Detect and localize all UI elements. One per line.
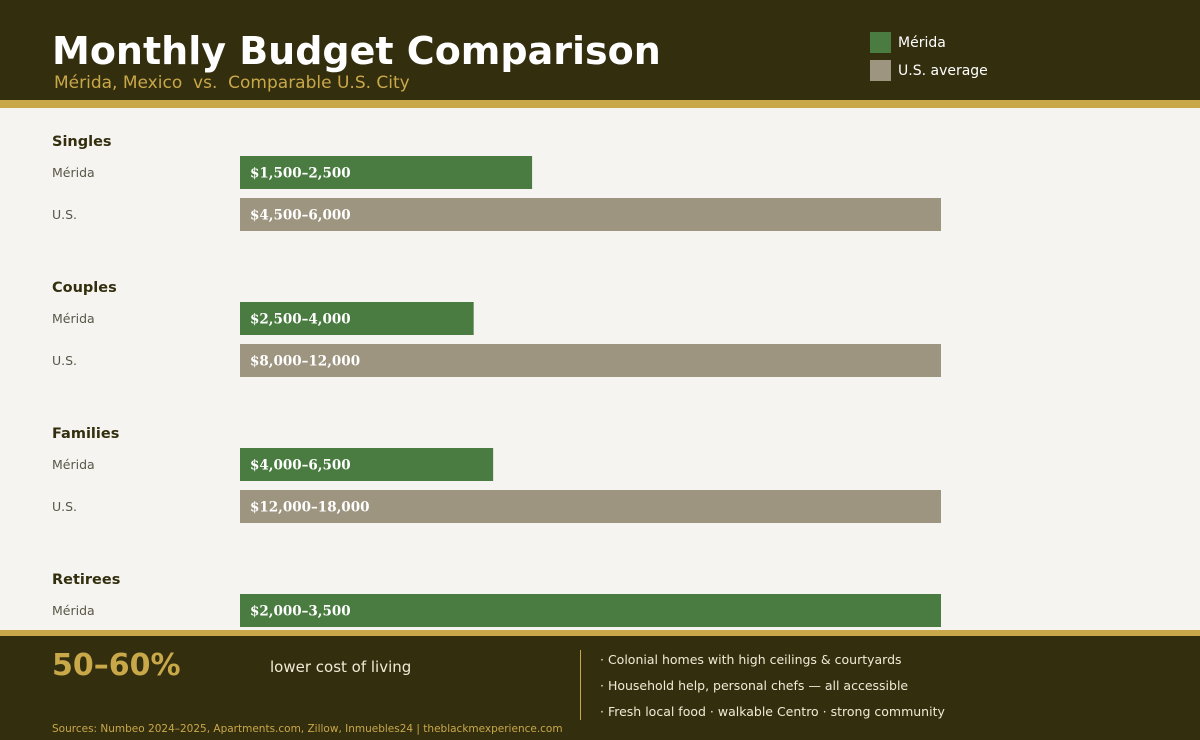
bar-value-label: $12,000–18,000 xyxy=(250,500,369,516)
row-label: Mérida xyxy=(52,457,95,472)
chart-title: Monthly Budget Comparison xyxy=(52,29,661,73)
bar xyxy=(240,594,941,627)
bar-value-label: $8,000–12,000 xyxy=(250,354,360,370)
row-label: Mérida xyxy=(52,165,95,180)
legend-label-us: U.S. average xyxy=(898,62,988,79)
bar xyxy=(240,198,941,231)
benefit-item: · Colonial homes with high ceilings & co… xyxy=(600,652,902,667)
group-label: Families xyxy=(52,426,119,442)
group-label: Couples xyxy=(52,280,117,296)
group-label: Retirees xyxy=(52,572,120,588)
bar-value-label: $2,500–4,000 xyxy=(250,312,351,328)
savings-stat-value: 50–60% xyxy=(52,648,181,683)
row-label: Mérida xyxy=(52,603,95,618)
bar xyxy=(240,302,474,335)
benefits-list: · Colonial homes with high ceilings & co… xyxy=(600,647,945,725)
row-label: U.S. xyxy=(52,207,77,222)
legend-swatch-us xyxy=(870,60,891,81)
row-label: Mérida xyxy=(52,311,95,326)
header-divider xyxy=(0,100,1200,108)
legend-item-merida: Mérida xyxy=(870,32,946,53)
bar xyxy=(240,490,941,523)
bar-value-label: $2,000–3,500 xyxy=(250,604,351,620)
bar-value-label: $4,000–6,500 xyxy=(250,458,351,474)
sources-note: Sources: Numbeo 2024–2025, Apartments.co… xyxy=(52,723,563,735)
savings-stat-label: lower cost of living xyxy=(270,658,412,676)
group-label: Singles xyxy=(52,134,112,150)
row-label: U.S. xyxy=(52,499,77,514)
legend-item-us: U.S. average xyxy=(870,60,988,81)
header-band xyxy=(0,0,1200,100)
bar xyxy=(240,156,533,189)
bar-value-label: $4,500–6,000 xyxy=(250,208,351,224)
bar xyxy=(240,448,494,481)
footer-band xyxy=(0,636,1200,740)
benefit-item: · Household help, personal chefs — all a… xyxy=(600,678,909,693)
footer-divider xyxy=(0,630,1200,636)
chart-subtitle: Mérida, Mexico vs. Comparable U.S. City xyxy=(54,73,410,93)
bar xyxy=(240,344,941,377)
legend-swatch-merida xyxy=(870,32,891,53)
footer-vertical-divider xyxy=(580,650,581,720)
bar-value-label: $1,500–2,500 xyxy=(250,166,351,182)
legend-label-merida: Mérida xyxy=(898,34,946,51)
benefit-item: · Fresh local food · walkable Centro · s… xyxy=(600,704,945,719)
row-label: U.S. xyxy=(52,353,77,368)
bar-chart: Singles Mérida $1,500–2,500 U.S. $4,500–6,00… xyxy=(0,108,1200,630)
bar-chart-svg: Singles Mérida $1,500–2,500 U.S. $4,500–6,00… xyxy=(52,134,941,627)
